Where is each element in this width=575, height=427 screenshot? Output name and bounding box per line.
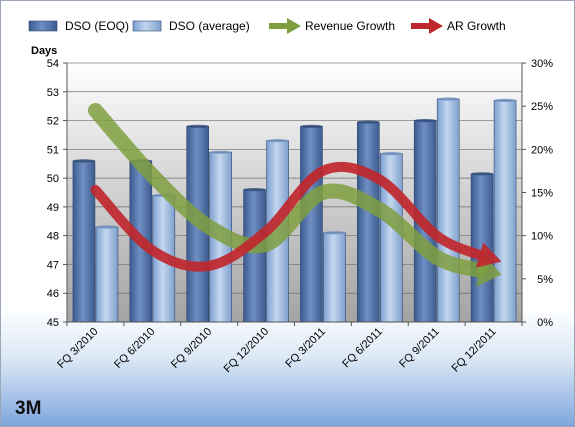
bar-top [494,98,517,103]
bar-top [471,172,494,176]
bar-top [437,97,460,101]
bar-top [243,188,266,192]
arrow-head [475,242,502,268]
bar-top [414,118,437,123]
bar-top [300,124,323,128]
y2-tick-label: 25% [531,101,553,113]
legend-label: Revenue Growth [305,19,395,33]
y-tick-label: 45 [47,317,59,329]
y-tick-label: 52 [47,116,59,128]
bar-top [72,159,95,163]
y-tick-label: 46 [47,288,59,300]
y-tick-label: 49 [47,202,59,214]
legend-swatch [132,20,162,32]
x-tick-label: FQ 3/2011 [283,326,328,371]
growth-lines [87,102,502,287]
legend: DSO (EOQ) DSO (average) Revenue Growth AR G… [28,18,506,34]
bar [357,121,380,323]
bar-top [380,152,403,156]
bar [323,232,346,323]
legend-swatch-head [429,18,443,34]
company-label: 3M [15,398,42,419]
bar-top [357,120,380,124]
y2-tick-label: 15% [531,188,553,200]
legend-swatch-head [287,18,301,34]
bar [95,226,119,323]
y2-tick-label: 30% [531,58,553,70]
growth-line [87,102,488,278]
y-tick-label: 47 [47,259,59,271]
bar-top [209,150,232,154]
y-tick-label: 48 [47,231,59,243]
y2-tick-label: 20% [531,144,553,156]
growth-line [90,162,485,272]
y2-tick-label: 0% [537,317,553,329]
bar [436,98,460,323]
y2-tick-label: 5% [537,274,553,286]
legend-swatch [28,20,58,32]
y-tick-label: 54 [47,58,59,70]
y-tick-label: 53 [47,87,59,99]
x-tick-label: FQ 3/2010 [55,326,100,371]
bar-top [95,225,118,229]
legend-label: DSO (EOQ) [65,19,129,33]
x-tick-label: FQ 9/2011 [397,326,442,371]
bar-top [266,139,289,143]
bar [72,160,96,323]
bar-top [323,231,346,235]
legend-label: AR Growth [447,19,506,33]
bar [493,100,517,323]
y-tick-label: 51 [47,144,59,156]
x-tick-label: FQ 6/2011 [340,326,385,371]
bar [300,126,323,323]
x-tick-label: FQ 12/2011 [450,326,499,375]
y-tick-label: 50 [47,173,59,185]
x-tick-label: FQ 12/2010 [222,326,272,376]
y2-tick-label: 10% [531,231,553,243]
bar-top [186,124,209,128]
x-tick-label: FQ 9/2010 [169,326,214,371]
legend-label: DSO (average) [169,19,250,33]
x-tick-label: FQ 6/2010 [112,326,157,371]
bar [243,189,266,323]
y-axis-label: Days [31,45,57,57]
